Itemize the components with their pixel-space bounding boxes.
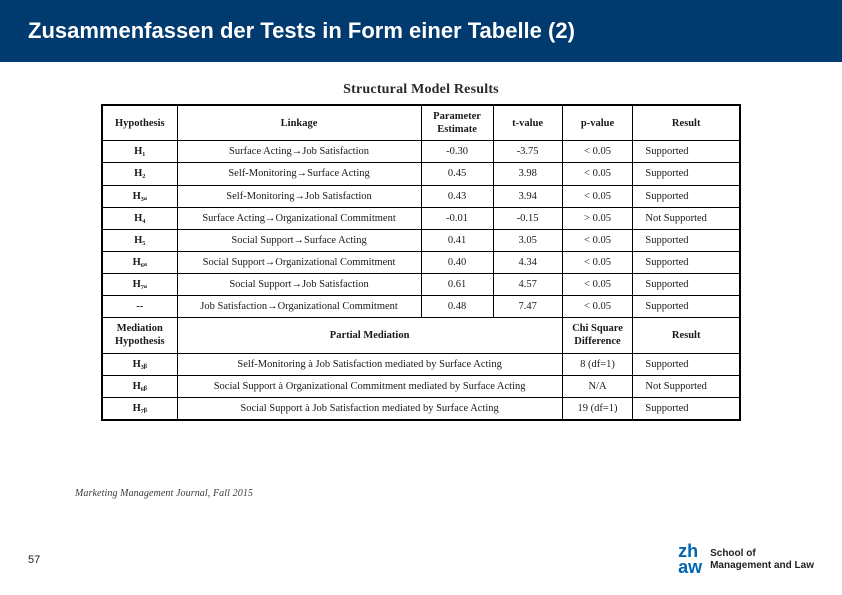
- th-parameter-estimate: Parameter Estimate: [421, 105, 493, 141]
- cell-linkage: Self-Monitoring à Job Satisfaction media…: [177, 353, 562, 375]
- cell-p-value: < 0.05: [562, 251, 633, 273]
- cell-hypothesis: H₇ₐ: [102, 274, 177, 296]
- table-header-row: Hypothesis Linkage Parameter Estimate t-…: [102, 105, 740, 141]
- cell-p-value: < 0.05: [562, 296, 633, 318]
- cell-t-value: 3.94: [493, 185, 562, 207]
- cell-result: Supported: [633, 141, 740, 163]
- logo-text-line1: School of: [710, 548, 814, 560]
- th-result: Result: [633, 105, 740, 141]
- th-hypothesis: Hypothesis: [102, 105, 177, 141]
- cell-linkage: Surface Acting→Organizational Commitment: [177, 207, 421, 229]
- cell-linkage: Self-Monitoring→Surface Acting: [177, 163, 421, 185]
- cell-hypothesis: H₃ᵦ: [102, 353, 177, 375]
- cell-hypothesis: H₂: [102, 163, 177, 185]
- cell-p-value: < 0.05: [562, 274, 633, 296]
- cell-linkage: Job Satisfaction→Organizational Commitme…: [177, 296, 421, 318]
- table-row: H₄Surface Acting→Organizational Commitme…: [102, 207, 740, 229]
- cell-t-value: -3.75: [493, 141, 562, 163]
- table-row: H₂Self-Monitoring→Surface Acting0.453.98…: [102, 163, 740, 185]
- cell-hypothesis: H₅: [102, 229, 177, 251]
- logo-mark: zh aw: [678, 544, 702, 575]
- cell-result: Not Supported: [633, 207, 740, 229]
- cell-parameter-estimate: 0.61: [421, 274, 493, 296]
- cell-result: Supported: [633, 296, 740, 318]
- cell-parameter-estimate: 0.41: [421, 229, 493, 251]
- cell-t-value: 3.98: [493, 163, 562, 185]
- cell-linkage: Self-Monitoring→Job Satisfaction: [177, 185, 421, 207]
- cell-p-value: > 0.05: [562, 207, 633, 229]
- cell-hypothesis: H₆ᵦ: [102, 375, 177, 397]
- cell-result: Supported: [633, 353, 740, 375]
- cell-hypothesis: H₄: [102, 207, 177, 229]
- cell-linkage: Social Support→Organizational Commitment: [177, 251, 421, 273]
- cell-t-value: -0.15: [493, 207, 562, 229]
- cell-result: Not Supported: [633, 375, 740, 397]
- cell-parameter-estimate: 0.40: [421, 251, 493, 273]
- th-chi-square: Chi Square Difference: [562, 318, 633, 353]
- cell-hypothesis: H₇ᵦ: [102, 397, 177, 420]
- cell-p-value: < 0.05: [562, 185, 633, 207]
- cell-chi-square: N/A: [562, 375, 633, 397]
- cell-linkage: Social Support à Organizational Commitme…: [177, 375, 562, 397]
- cell-hypothesis: H₆ₐ: [102, 251, 177, 273]
- cell-parameter-estimate: 0.43: [421, 185, 493, 207]
- cell-p-value: < 0.05: [562, 163, 633, 185]
- cell-parameter-estimate: -0.30: [421, 141, 493, 163]
- cell-p-value: < 0.05: [562, 229, 633, 251]
- cell-result: Supported: [633, 163, 740, 185]
- cell-linkage: Social Support à Job Satisfaction mediat…: [177, 397, 562, 420]
- cell-linkage: Social Support→Surface Acting: [177, 229, 421, 251]
- th-linkage: Linkage: [177, 105, 421, 141]
- cell-parameter-estimate: 0.45: [421, 163, 493, 185]
- table-row: --Job Satisfaction→Organizational Commit…: [102, 296, 740, 318]
- title-band: Zusammenfassen der Tests in Form einer T…: [0, 0, 842, 62]
- cell-result: Supported: [633, 274, 740, 296]
- cell-t-value: 3.05: [493, 229, 562, 251]
- logo-line2: aw: [678, 560, 702, 575]
- table-row: H₇ᵦSocial Support à Job Satisfaction med…: [102, 397, 740, 420]
- th-mediation-hypothesis: Mediation Hypothesis: [102, 318, 177, 353]
- cell-result: Supported: [633, 251, 740, 273]
- table-row: H₅Social Support→Surface Acting0.413.05<…: [102, 229, 740, 251]
- cell-hypothesis: H₃ₐ: [102, 185, 177, 207]
- logo-text: School of Management and Law: [710, 548, 814, 571]
- zhaw-logo: zh aw School of Management and Law: [678, 544, 814, 575]
- results-table: Hypothesis Linkage Parameter Estimate t-…: [101, 104, 741, 421]
- th-partial-mediation: Partial Mediation: [177, 318, 562, 353]
- logo-text-line2: Management and Law: [710, 560, 814, 572]
- cell-t-value: 4.57: [493, 274, 562, 296]
- th-t-value: t-value: [493, 105, 562, 141]
- th-mediation-result: Result: [633, 318, 740, 353]
- mediation-header-row: Mediation Hypothesis Partial Mediation C…: [102, 318, 740, 353]
- cell-t-value: 7.47: [493, 296, 562, 318]
- th-p-value: p-value: [562, 105, 633, 141]
- cell-hypothesis: --: [102, 296, 177, 318]
- table-row: H₆ᵦSocial Support à Organizational Commi…: [102, 375, 740, 397]
- cell-t-value: 4.34: [493, 251, 562, 273]
- cell-parameter-estimate: -0.01: [421, 207, 493, 229]
- cell-linkage: Social Support→Job Satisfaction: [177, 274, 421, 296]
- cell-result: Supported: [633, 185, 740, 207]
- cell-linkage: Surface Acting→Job Satisfaction: [177, 141, 421, 163]
- table-row: H₇ₐSocial Support→Job Satisfaction0.614.…: [102, 274, 740, 296]
- table-row: H₆ₐSocial Support→Organizational Commitm…: [102, 251, 740, 273]
- journal-caption-fragment: Marketing Management Journal, Fall 2015: [75, 488, 253, 499]
- footer: 57 zh aw School of Management and Law: [0, 544, 842, 575]
- table-caption: Structural Model Results: [101, 82, 741, 98]
- cell-result: Supported: [633, 229, 740, 251]
- cell-chi-square: 8 (df=1): [562, 353, 633, 375]
- cell-parameter-estimate: 0.48: [421, 296, 493, 318]
- results-table-wrap: Structural Model Results Hypothesis Link…: [101, 82, 741, 421]
- cell-chi-square: 19 (df=1): [562, 397, 633, 420]
- cell-result: Supported: [633, 397, 740, 420]
- page-number: 57: [28, 554, 40, 566]
- table-row: H₃ₐSelf-Monitoring→Job Satisfaction0.433…: [102, 185, 740, 207]
- table-row: H₁Surface Acting→Job Satisfaction-0.30-3…: [102, 141, 740, 163]
- cell-p-value: < 0.05: [562, 141, 633, 163]
- cell-hypothesis: H₁: [102, 141, 177, 163]
- table-row: H₃ᵦSelf-Monitoring à Job Satisfaction me…: [102, 353, 740, 375]
- page-title: Zusammenfassen der Tests in Form einer T…: [28, 18, 842, 44]
